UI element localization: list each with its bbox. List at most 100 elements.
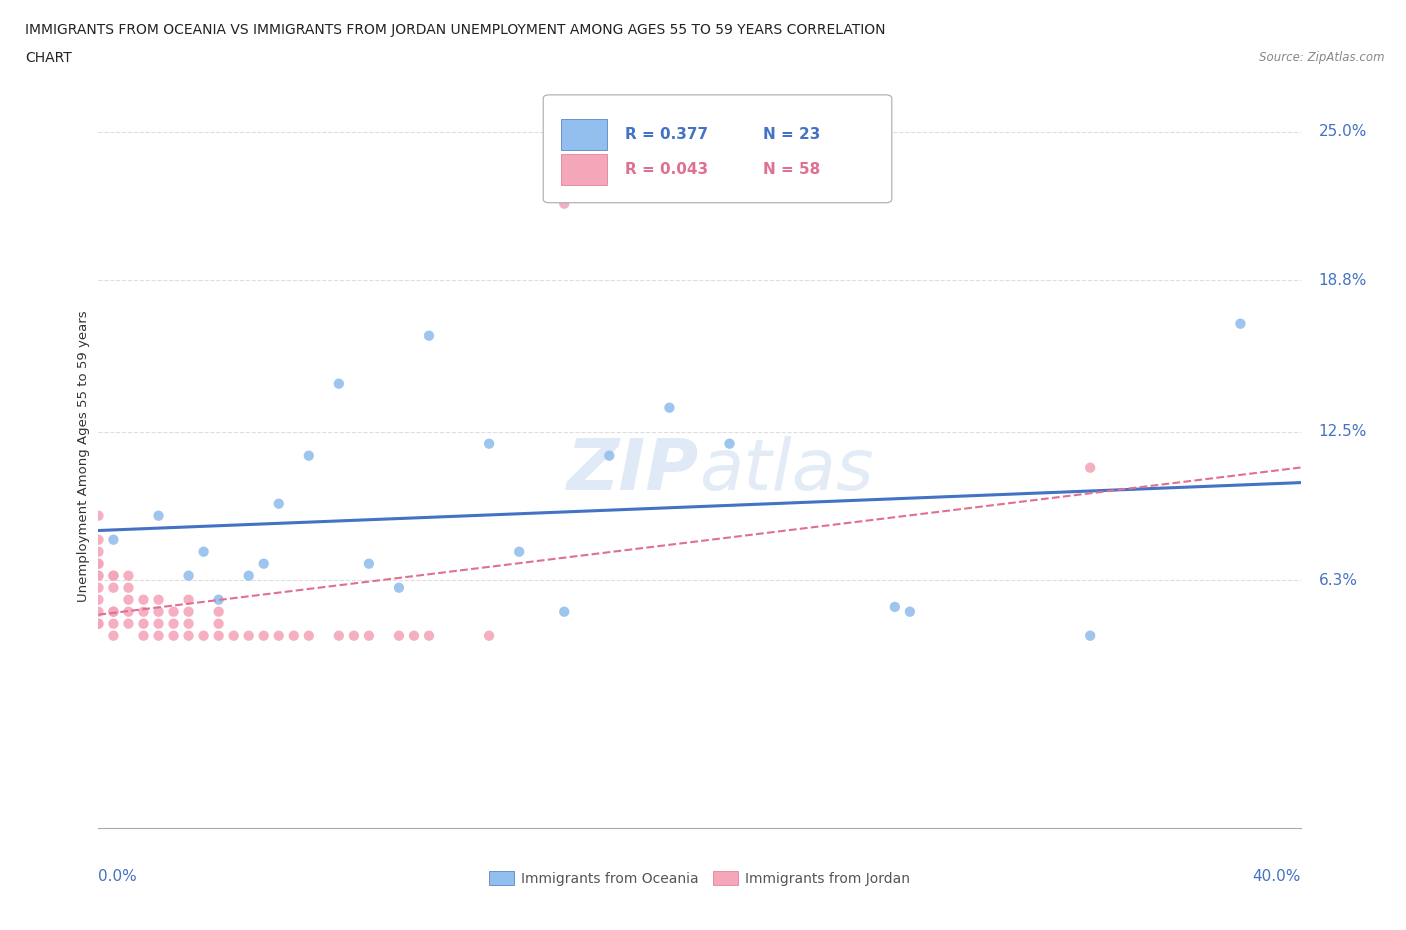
Point <box>87 544 110 559</box>
Bar <box>561 153 607 185</box>
Point <box>898 604 921 619</box>
Point <box>193 629 215 644</box>
Point <box>132 592 155 607</box>
Text: 0.0%: 0.0% <box>98 869 138 883</box>
Point <box>267 497 290 512</box>
Point <box>177 592 200 607</box>
Point <box>222 629 245 644</box>
Point <box>103 617 125 631</box>
Point <box>117 580 139 595</box>
Point <box>87 580 110 595</box>
Point <box>87 617 110 631</box>
Point <box>148 617 170 631</box>
Point <box>148 629 170 644</box>
Point <box>103 580 125 595</box>
Text: N = 23: N = 23 <box>763 126 821 141</box>
Point <box>238 629 260 644</box>
Point <box>103 629 125 644</box>
Text: 25.0%: 25.0% <box>1319 125 1367 140</box>
Text: ZIP: ZIP <box>567 436 699 505</box>
Point <box>87 532 110 547</box>
Point <box>208 604 231 619</box>
Point <box>1078 460 1101 475</box>
Point <box>132 629 155 644</box>
Point <box>267 629 290 644</box>
Point <box>343 629 366 644</box>
Point <box>658 400 681 415</box>
Point <box>103 604 125 619</box>
Point <box>1229 316 1251 331</box>
Point <box>208 617 231 631</box>
Point <box>87 509 110 524</box>
Point <box>508 544 530 559</box>
Point <box>253 556 276 571</box>
Point <box>253 629 276 644</box>
Point <box>402 629 425 644</box>
Point <box>1078 629 1101 644</box>
Point <box>87 556 110 571</box>
Point <box>87 568 110 583</box>
Point <box>388 629 411 644</box>
Text: atlas: atlas <box>699 436 875 505</box>
Point <box>177 568 200 583</box>
FancyBboxPatch shape <box>543 95 891 203</box>
Point <box>283 629 305 644</box>
Point <box>418 629 440 644</box>
Text: R = 0.377: R = 0.377 <box>624 126 709 141</box>
Bar <box>561 119 607 150</box>
Point <box>177 617 200 631</box>
Point <box>162 617 184 631</box>
Point <box>598 448 620 463</box>
Point <box>132 604 155 619</box>
Point <box>208 592 231 607</box>
Point <box>148 509 170 524</box>
Point <box>328 377 350 392</box>
Point <box>162 629 184 644</box>
Point <box>103 532 125 547</box>
Point <box>177 629 200 644</box>
Point <box>208 629 231 644</box>
Point <box>87 556 110 571</box>
Text: 40.0%: 40.0% <box>1253 869 1301 883</box>
Point <box>117 592 139 607</box>
Y-axis label: Unemployment Among Ages 55 to 59 years: Unemployment Among Ages 55 to 59 years <box>77 310 90 602</box>
Text: 12.5%: 12.5% <box>1319 424 1367 439</box>
Point <box>162 604 184 619</box>
Point <box>238 568 260 583</box>
Point <box>177 604 200 619</box>
Point <box>357 629 380 644</box>
Point <box>103 604 125 619</box>
Point <box>553 196 575 211</box>
Point <box>117 568 139 583</box>
Text: CHART: CHART <box>25 51 72 65</box>
Legend: Immigrants from Oceania, Immigrants from Jordan: Immigrants from Oceania, Immigrants from… <box>484 866 915 892</box>
Point <box>193 544 215 559</box>
Point <box>328 629 350 644</box>
Point <box>298 448 321 463</box>
Point <box>103 568 125 583</box>
Point <box>87 617 110 631</box>
Text: Source: ZipAtlas.com: Source: ZipAtlas.com <box>1260 51 1385 64</box>
Point <box>298 629 321 644</box>
Text: 6.3%: 6.3% <box>1319 573 1358 588</box>
Text: IMMIGRANTS FROM OCEANIA VS IMMIGRANTS FROM JORDAN UNEMPLOYMENT AMONG AGES 55 TO : IMMIGRANTS FROM OCEANIA VS IMMIGRANTS FR… <box>25 23 886 37</box>
Point <box>388 580 411 595</box>
Point <box>478 436 501 451</box>
Point <box>132 617 155 631</box>
Text: 18.8%: 18.8% <box>1319 273 1367 288</box>
Point <box>357 556 380 571</box>
Point <box>478 629 501 644</box>
Point <box>148 604 170 619</box>
Point <box>883 600 905 615</box>
Point <box>87 592 110 607</box>
Text: R = 0.043: R = 0.043 <box>624 162 709 177</box>
Point <box>148 592 170 607</box>
Point <box>553 604 575 619</box>
Point <box>87 568 110 583</box>
Point <box>418 328 440 343</box>
Text: N = 58: N = 58 <box>763 162 821 177</box>
Point <box>103 568 125 583</box>
Point <box>718 436 741 451</box>
Point <box>117 604 139 619</box>
Point <box>117 617 139 631</box>
